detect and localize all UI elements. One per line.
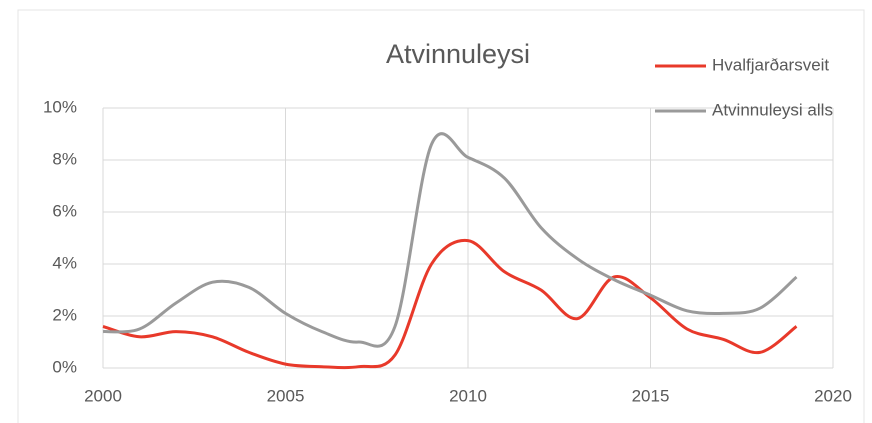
y-tick-label: 0% [52,357,77,376]
legend-label: Hvalfjarðarsveit [712,55,829,74]
y-tick-label: 2% [52,305,77,324]
legend-label: Atvinnuleysi alls [712,100,833,119]
x-tick-label: 2015 [632,386,670,405]
x-tick-label: 2010 [449,386,487,405]
series-line [102,132,798,348]
x-tick-label: 2020 [814,386,852,405]
chart-title: Atvinnuleysi [386,39,530,69]
x-tick-label: 2005 [267,386,305,405]
y-tick-label: 10% [43,97,77,116]
y-tick-label: 6% [52,201,77,220]
y-tick-label: 4% [52,253,77,272]
series-line [102,238,798,370]
chart-frame [17,9,865,423]
x-tick-label: 2000 [84,386,122,405]
y-tick-label: 8% [52,149,77,168]
